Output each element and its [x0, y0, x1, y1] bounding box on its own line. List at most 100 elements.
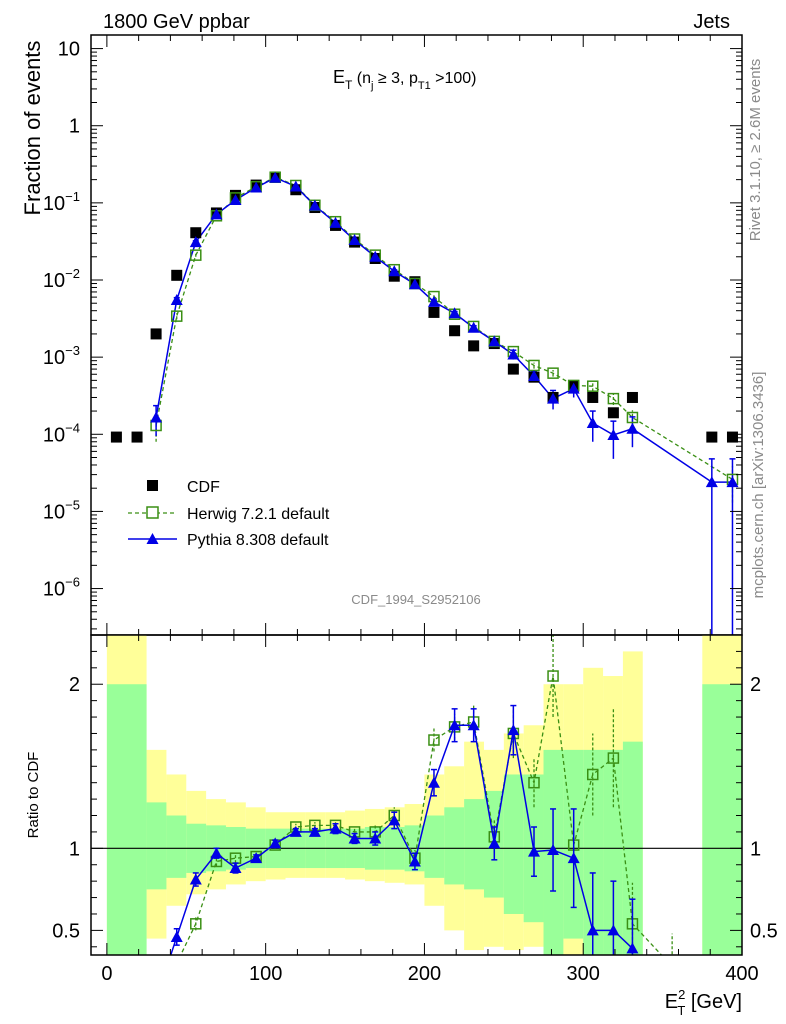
main-y-tick-base: 10 — [43, 347, 65, 369]
herwig-main-point — [190, 249, 202, 261]
pythia-main-point — [308, 199, 321, 211]
cdf-data-point — [587, 391, 599, 403]
pythia-ratio-point — [269, 837, 282, 849]
pythia-main-point — [705, 476, 718, 488]
cdf-data-point — [150, 328, 162, 340]
ratio-plot-frame — [90, 634, 743, 956]
pythia-ratio-point — [408, 855, 421, 867]
main-y-tick-label: 1 — [69, 116, 80, 138]
pythia-main-point — [369, 250, 382, 262]
legend: CDF Herwig 7.2.1 default Pythia 8.308 de… — [128, 479, 330, 549]
ratio-x-tick-label: 100 — [249, 963, 282, 985]
main-y-tick-exponent: −3 — [65, 343, 80, 358]
main-y-tick-label: 10−6 — [43, 575, 80, 601]
cdf-data-point — [131, 431, 143, 443]
pythia-ratio-point — [170, 930, 183, 942]
ratio-inner-band — [106, 684, 147, 955]
main-plot-panel — [110, 171, 739, 635]
header-left-label: 1800 GeV ppbar — [103, 11, 250, 33]
cdf-data-point — [468, 340, 480, 352]
main-y-tick-exponent: −2 — [65, 266, 80, 281]
pythia-ratio-point — [308, 825, 321, 837]
legend-pythia-marker — [146, 533, 159, 544]
pythia-main-point — [269, 171, 282, 183]
title-mid: ≥ 3, p — [373, 70, 417, 87]
pythia-ratio-point — [229, 862, 242, 874]
cdf-data-point — [428, 306, 440, 318]
herwig-ratio-line — [179, 675, 663, 955]
ratio-y-tick-label: 2 — [69, 674, 80, 696]
ratio-x-tick-label: 400 — [725, 963, 758, 985]
herwig-main-point — [547, 367, 559, 379]
pythia-main-point — [348, 234, 361, 246]
main-y-tick-base: 10 — [43, 579, 65, 601]
title-close: >100) — [431, 70, 477, 87]
pythia-ratio-point — [607, 924, 620, 936]
ratio-x-tick-label: 200 — [408, 963, 441, 985]
pythia-ratio-point — [626, 942, 639, 954]
main-y-tick-label: 10−3 — [43, 343, 80, 369]
pythia-ratio-point — [250, 852, 263, 864]
main-y-tick-label: 10−4 — [43, 420, 80, 446]
main-y-tick-exponent: −1 — [65, 189, 80, 204]
pythia-main-line — [155, 176, 733, 483]
mcplots-source-label: mcplots.cern.ch [arXiv:1306.3436] — [750, 372, 767, 599]
ratio-inner-band — [464, 799, 484, 890]
pythia-main-point — [408, 278, 421, 290]
ratio-plot-panel — [91, 635, 742, 1007]
header-right-label: Jets — [693, 11, 730, 33]
pythia-ratio-point — [567, 852, 580, 864]
pythia-main-point — [567, 382, 580, 394]
main-plot-axes: 10 1 10 −1 10 −2 10−3 10−4 10−5 10−6 — [43, 34, 743, 636]
ratio-y-tick-label-right: 1 — [750, 838, 761, 860]
herwig-main-point — [170, 310, 183, 322]
herwig-ratio-point — [667, 961, 677, 971]
title-main: E — [333, 67, 345, 87]
cdf-data-point — [607, 407, 619, 419]
ratio-x-tick-label: 300 — [567, 963, 600, 985]
pythia-main-point — [467, 321, 480, 333]
pythia-main-point — [586, 417, 599, 429]
pythia-ratio-point — [289, 825, 302, 837]
cdf-data-point — [190, 227, 202, 239]
pythia-main-point — [626, 422, 639, 434]
pythia-main-point — [150, 411, 163, 423]
pythia-ratio-point — [507, 724, 520, 736]
pythia-main-point — [527, 369, 540, 381]
main-y-tick-label: 10−5 — [43, 497, 80, 523]
pythia-main-point — [289, 180, 302, 192]
pythia-ratio-point — [369, 832, 382, 844]
rivet-version-label: Rivet 3.1.10, ≥ 2.6M events — [747, 59, 764, 242]
ratio-x-tick-label: 0 — [101, 963, 112, 985]
legend-pythia-label: Pythia 8.308 default — [187, 532, 329, 549]
main-y-axis-label: Fraction of events — [20, 41, 45, 216]
pythia-ratio-point — [189, 873, 202, 885]
herwig-ratio-point — [428, 734, 440, 746]
pythia-main-point — [507, 348, 520, 360]
main-y-tick-base: 10 — [43, 501, 65, 523]
herwig-ratio-point — [586, 768, 599, 781]
pythia-main-point — [329, 216, 342, 228]
ratio-inner-band — [583, 749, 604, 955]
cdf-data-point — [706, 431, 718, 443]
ratio-inner-band — [702, 684, 742, 955]
pythia-main-point — [448, 307, 461, 319]
x-axis-label-sub: T — [677, 1003, 685, 1018]
pythia-ratio-point — [586, 924, 599, 936]
pythia-main-point — [210, 208, 223, 220]
cdf-data-point — [726, 431, 738, 443]
main-y-tick-exponent: −5 — [65, 497, 80, 512]
pythia-ratio-point — [150, 993, 162, 1004]
pythia-main-point — [726, 476, 739, 488]
pythia-main-point — [607, 428, 620, 440]
ratio-y-tick-label-right: 2 — [750, 674, 761, 696]
x-axis-label: E2 T [GeV] — [665, 987, 742, 1018]
herwig-ratio-point — [547, 670, 559, 682]
herwig-ratio-point — [190, 918, 202, 930]
pythia-ratio-point — [210, 847, 223, 859]
main-y-tick-exponent: −6 — [65, 575, 80, 590]
herwig-ratio-point — [151, 997, 161, 1007]
herwig-main-line — [155, 176, 733, 480]
legend-cdf-label: CDF — [187, 479, 220, 496]
